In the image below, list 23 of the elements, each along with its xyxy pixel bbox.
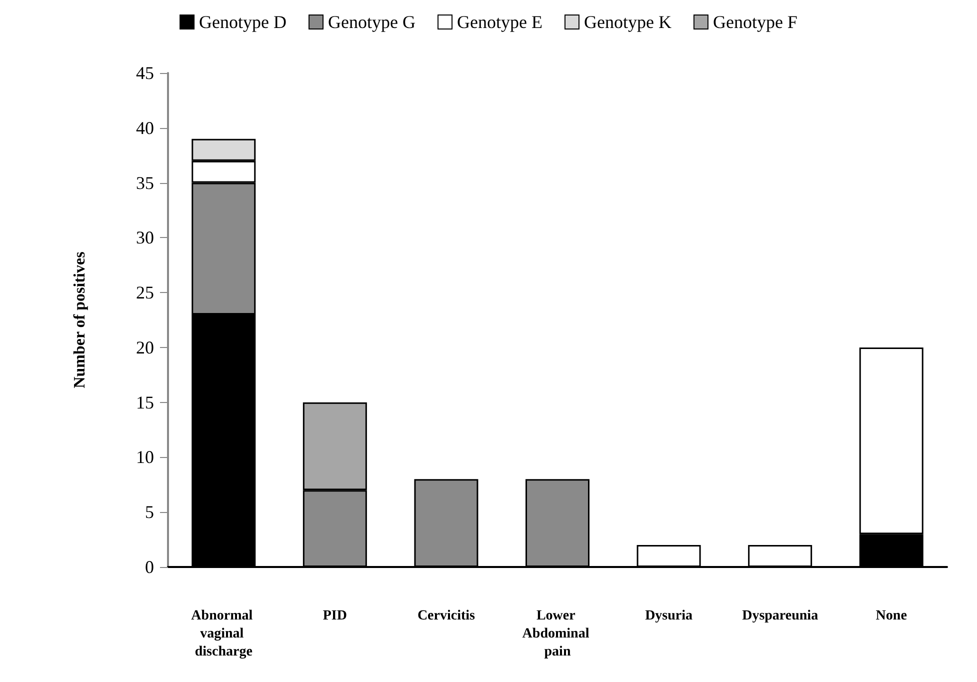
y-tick-label: 15 — [136, 392, 154, 412]
legend-label: Genotype K — [584, 12, 672, 32]
y-tick-label: 25 — [136, 282, 154, 303]
x-tick-label: Dyspareunia — [742, 608, 818, 624]
y-tick-label: 20 — [136, 337, 154, 358]
y-tick-label: 10 — [136, 447, 154, 468]
legend-label: Genotype G — [328, 12, 416, 32]
y-tick-label: 0 — [145, 557, 154, 577]
legend-label: Genotype D — [199, 12, 287, 32]
legend-label: Genotype F — [712, 12, 798, 32]
y-tick-label: 35 — [136, 172, 154, 193]
y-tick-label: 45 — [136, 63, 154, 83]
y-axis-title: Number of positives — [72, 252, 88, 388]
x-tick-label: PID — [322, 608, 347, 624]
x-tick-label: Dysuria — [645, 608, 693, 624]
legend-label: Genotype E — [457, 12, 542, 32]
y-tick-label: 40 — [136, 118, 154, 138]
x-tick-label: None — [876, 608, 907, 624]
y-tick-label: 30 — [136, 228, 154, 248]
x-tick-label: Lower Abdominal pain — [522, 608, 593, 660]
y-tick-label: 5 — [145, 502, 154, 522]
x-tick-label: Abnormal vaginal discharge — [191, 608, 256, 660]
x-tick-label: Cervicitis — [417, 608, 476, 624]
